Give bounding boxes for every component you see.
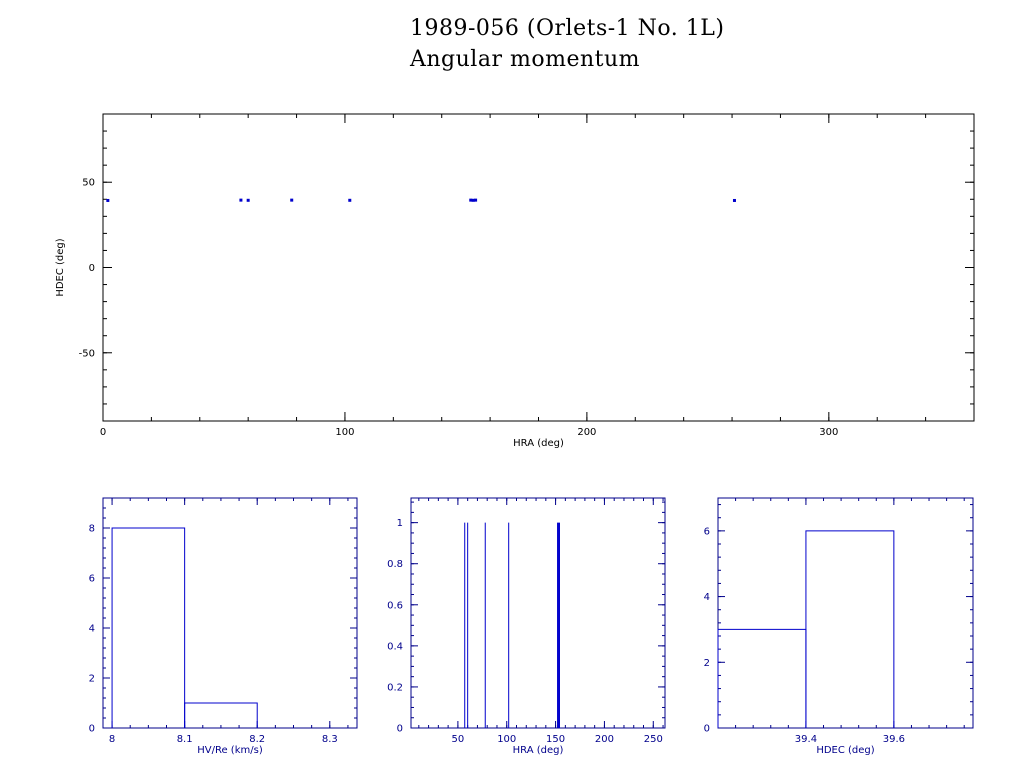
hist-2-xtick-label: 250 — [644, 734, 663, 745]
hist-2-ytick-label: 0.4 — [387, 641, 403, 652]
hist-1-xtick-label: 8.2 — [249, 734, 265, 745]
hist-2-xtick-label: 50 — [452, 734, 465, 745]
scatter-xtick-label: 300 — [819, 427, 838, 438]
hist-2-frame — [410, 497, 666, 729]
hist-2-xlabel: HRA (deg) — [513, 745, 564, 756]
scatter-point — [474, 198, 478, 202]
hist-3-ytick-label: 6 — [704, 526, 710, 537]
hist-2-ytick-label: 0.2 — [387, 682, 403, 693]
hist-1-xtick-label: 8.1 — [177, 734, 193, 745]
scatter-xlabel: HRA (deg) — [513, 438, 564, 449]
hist-1-ytick-label: 2 — [89, 674, 95, 685]
scatter-point — [246, 198, 250, 202]
chart-subtitle: Angular momentum — [410, 47, 640, 72]
hist-2-ytick-label: 1 — [397, 518, 403, 529]
scatter-ylabel: HDEC (deg) — [55, 238, 66, 296]
hist-2-xtick-label: 200 — [595, 734, 614, 745]
hist-2-xtick-label: 150 — [546, 734, 565, 745]
scatter-xtick-label: 200 — [577, 427, 596, 438]
hist-3-bar — [805, 530, 895, 728]
scatter-xtick-label: 100 — [335, 427, 354, 438]
scatter-frame — [102, 113, 975, 422]
hist-2-ytick-label: 0.6 — [387, 600, 403, 611]
hist-1-xlabel: HV/Re (km/s) — [197, 745, 263, 756]
hist-1-bar — [184, 702, 258, 728]
scatter-point — [106, 198, 110, 202]
hist-1-frame — [102, 497, 358, 729]
hist-1-ytick-label: 8 — [89, 524, 95, 535]
hist-1-bar — [111, 527, 186, 728]
hist-3-xtick-label: 39.6 — [883, 734, 905, 745]
hist-1-ytick-label: 0 — [89, 724, 95, 735]
scatter-ytick-label: 0 — [89, 263, 95, 274]
hist-3-xlabel: HDEC (deg) — [816, 745, 874, 756]
scatter-point — [732, 198, 736, 202]
hist-3-xtick-label: 39.4 — [795, 734, 817, 745]
scatter-point — [469, 198, 473, 202]
hist-2-ytick-label: 0.8 — [387, 559, 403, 570]
scatter-point — [348, 198, 352, 202]
hist-2-ytick-label: 0 — [397, 724, 403, 735]
hist-1-ytick-label: 6 — [89, 574, 95, 585]
hist-3-ytick-label: 2 — [704, 658, 710, 669]
hist-3-ytick-label: 4 — [704, 592, 710, 603]
hist-1-ytick-label: 4 — [89, 624, 95, 635]
scatter-ytick-label: 50 — [82, 178, 95, 189]
hist-1-xtick-label: 8 — [109, 734, 115, 745]
scatter-point — [239, 198, 243, 202]
scatter-xtick-label: 0 — [100, 427, 106, 438]
scatter-ytick-label: -50 — [79, 348, 95, 359]
hist-2-xtick-label: 100 — [497, 734, 516, 745]
scatter-point — [471, 198, 475, 202]
hist-3-ytick-label: 0 — [704, 724, 710, 735]
chart-title: 1989-056 (Orlets-1 No. 1L) — [410, 16, 725, 41]
hist-3-bar — [717, 628, 807, 728]
hist-1-xtick-label: 8.3 — [322, 734, 338, 745]
scatter-point — [290, 198, 294, 202]
hist-3-frame — [717, 497, 974, 729]
